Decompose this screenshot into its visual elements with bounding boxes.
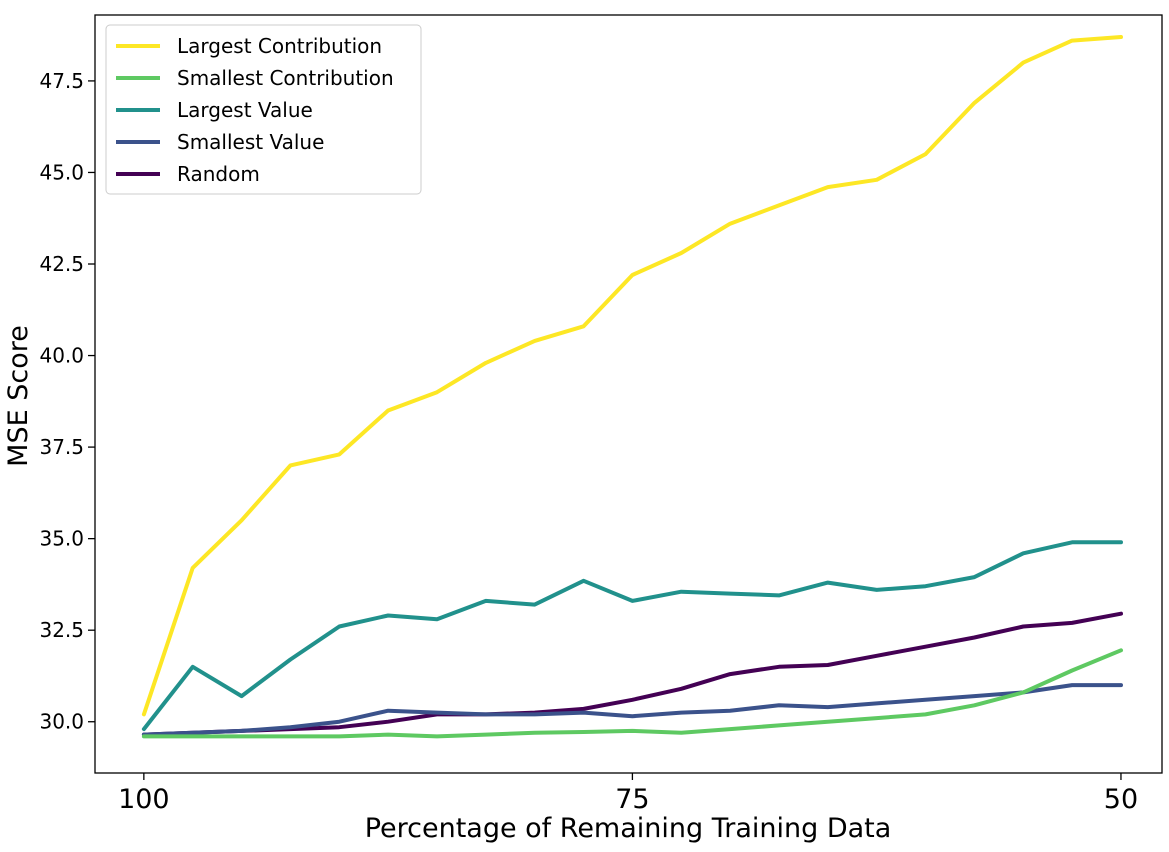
legend-label-smallest-contribution: Smallest Contribution bbox=[177, 66, 394, 90]
legend-label-largest-value: Largest Value bbox=[177, 98, 313, 122]
y-tick-label: 45.0 bbox=[39, 160, 84, 184]
legend-label-largest-contribution: Largest Contribution bbox=[177, 34, 382, 58]
y-tick-label: 40.0 bbox=[39, 344, 84, 368]
x-tick-label: 75 bbox=[615, 784, 649, 815]
legend-frame bbox=[105, 24, 422, 195]
y-tick-label: 37.5 bbox=[39, 435, 84, 459]
series-layer bbox=[141, 35, 1123, 739]
series-line-largest-contribution bbox=[141, 35, 1123, 717]
y-tick-label: 30.0 bbox=[39, 710, 84, 734]
x-axis-label: Percentage of Remaining Training Data bbox=[365, 813, 892, 844]
series-line-smallest-contribution bbox=[141, 648, 1123, 739]
y-axis-label: MSE Score bbox=[3, 325, 34, 467]
legend-label-random: Random bbox=[177, 162, 260, 186]
y-axis-ticks: 30.0 32.5 35.0 37.5 40.0 42.5 45.0 47.5 bbox=[39, 69, 95, 734]
y-tick-label: 35.0 bbox=[39, 527, 84, 551]
y-tick-label: 47.5 bbox=[39, 69, 84, 93]
series-line-random bbox=[141, 611, 1123, 737]
series-line-largest-value bbox=[141, 540, 1123, 732]
y-tick-label: 42.5 bbox=[39, 252, 84, 276]
x-tick-label: 50 bbox=[1104, 784, 1138, 815]
y-tick-label: 32.5 bbox=[39, 618, 84, 642]
x-tick-label: 100 bbox=[118, 784, 170, 815]
legend-label-smallest-value: Smallest Value bbox=[177, 130, 324, 154]
legend: Largest Contribution Smallest Contributio… bbox=[105, 24, 422, 195]
x-axis-ticks: 100 75 50 bbox=[118, 773, 1138, 815]
series-line-smallest-value bbox=[141, 683, 1123, 737]
